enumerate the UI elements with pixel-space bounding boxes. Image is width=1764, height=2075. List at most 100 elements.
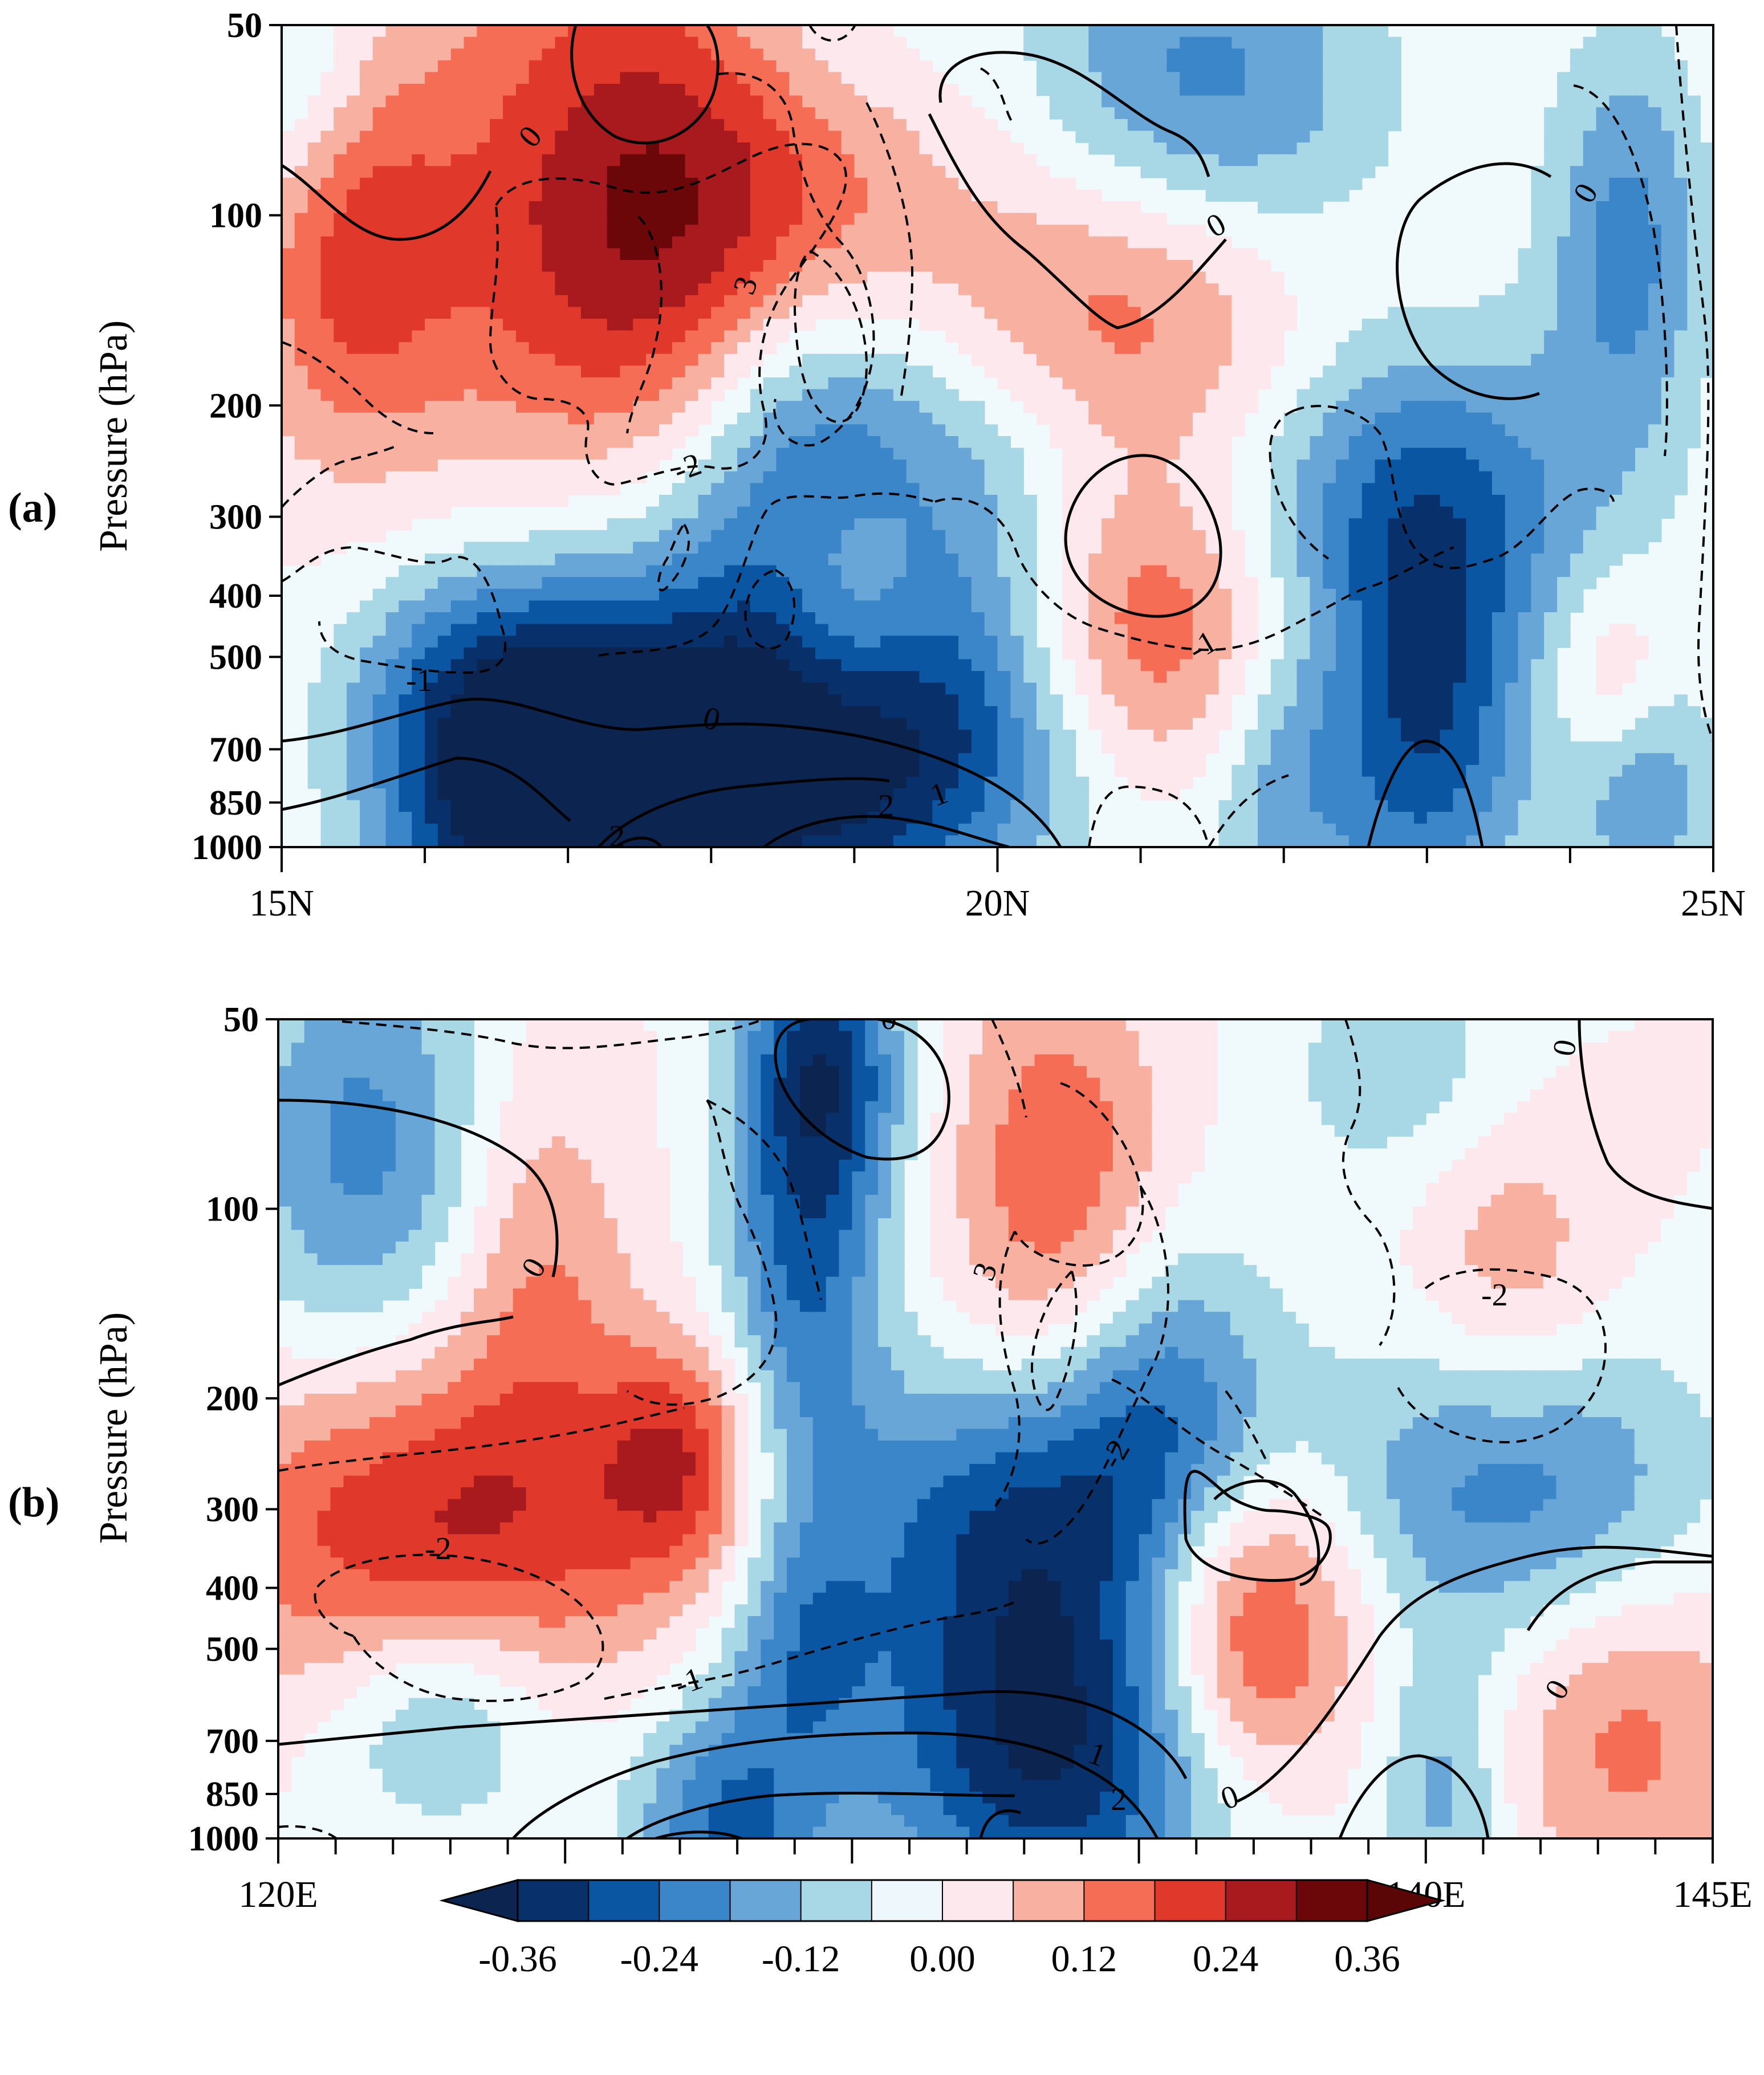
panel-a-heat-cell [828, 530, 842, 543]
panel-a-heat-cell [1596, 436, 1610, 449]
panel-a-heat-cell [282, 424, 295, 437]
panel-a-heat-cell [1166, 577, 1180, 589]
panel-a-heat-cell [763, 154, 777, 166]
panel-a-heat-cell [1140, 401, 1155, 413]
panel-a-heat-cell [659, 436, 673, 449]
panel-a-heat-cell [984, 518, 998, 531]
panel-a-heat-cell [1635, 459, 1649, 472]
panel-a-heat-cell [568, 225, 582, 237]
panel-a-heat-cell [1505, 588, 1519, 601]
panel-a-heat-cell [1192, 365, 1206, 378]
panel-a-heat-cell [1140, 225, 1155, 237]
panel-a-heat-cell [1348, 647, 1363, 660]
panel-a-heat-cell [1700, 342, 1713, 355]
panel-a-heat-cell [802, 554, 816, 566]
panel-a-heat-cell [1231, 131, 1245, 143]
panel-a-heat-cell [1023, 36, 1037, 49]
panel-a-heat-cell [685, 72, 699, 84]
panel-a-heat-cell [1245, 283, 1258, 296]
panel-a-heat-cell [711, 154, 725, 166]
panel-a-heat-cell [581, 624, 595, 636]
panel-a-heat-cell [1348, 447, 1363, 460]
panel-a-heat-cell [1010, 530, 1024, 543]
panel-a-heat-cell [581, 25, 595, 38]
panel-a-heat-cell [1518, 577, 1532, 589]
panel-a-heat-cell [1661, 201, 1675, 214]
panel-a-heat-cell [919, 612, 933, 625]
panel-a-heat-cell [828, 143, 842, 155]
panel-a-heat-cell [542, 119, 556, 132]
panel-a-heat-cell [542, 659, 556, 672]
panel-a-heat-cell [932, 436, 946, 449]
panel-a-heat-cell [659, 143, 673, 155]
panel-a-heat-cell [1049, 25, 1063, 38]
panel-a-heat-cell [1466, 365, 1480, 378]
panel-a-heat-cell [1661, 119, 1675, 132]
panel-a-heat-cell [1049, 225, 1063, 237]
panel-a-heat-cell [802, 412, 816, 425]
panel-a-heat-cell [1531, 177, 1544, 190]
panel-a-heat-cell [1010, 459, 1024, 472]
panel-a-heat-cell [1231, 60, 1245, 73]
panel-a-heat-cell [490, 424, 503, 437]
panel-a-heat-cell [893, 542, 907, 554]
panel-a-heat-cell [490, 495, 503, 507]
panel-a-heat-cell [1127, 225, 1141, 237]
panel-a-heat-cell [1310, 72, 1323, 84]
panel-a-heat-cell [385, 119, 400, 132]
panel-a-heat-cell [1609, 424, 1623, 437]
panel-a-heat-cell [698, 189, 712, 202]
panel-a-heat-cell [1310, 412, 1323, 425]
panel-a-heat-cell [620, 166, 634, 178]
panel-a-heat-cell [568, 377, 582, 390]
panel-a-heat-cell [437, 236, 452, 249]
panel-a-heat-cell [1570, 436, 1584, 449]
panel-a-heat-cell [633, 459, 647, 472]
panel-a-heat-cell [1192, 177, 1206, 190]
panel-a-heat-cell [307, 424, 322, 437]
panel-a-heat-cell [1102, 424, 1115, 437]
panel-a-heat-cell [672, 319, 686, 331]
panel-a-heat-cell [854, 225, 868, 237]
panel-a-heat-cell [932, 189, 946, 202]
panel-a-heat-cell [945, 506, 959, 519]
panel-a-heat-cell [763, 25, 777, 38]
panel-a-heat-cell [1153, 542, 1167, 554]
panel-a-heat-cell [815, 48, 829, 61]
panel-a-heat-cell [919, 600, 933, 613]
panel-a-heat-cell [1491, 342, 1506, 355]
panel-a-heat-cell [294, 201, 308, 214]
panel-a-heat-cell [1218, 530, 1233, 543]
panel-a-heat-cell [594, 131, 608, 143]
panel-a-heat-cell [971, 483, 985, 495]
panel-a-heat-cell [1622, 377, 1636, 390]
panel-a-heat-cell [737, 518, 751, 531]
panel-a-heat-cell [477, 389, 490, 401]
panel-a-heat-cell [1596, 107, 1610, 120]
panel-a-heat-cell [385, 319, 400, 331]
panel-a-heat-cell [1336, 154, 1350, 166]
panel-a-heat-cell [320, 260, 335, 272]
panel-a-heat-cell [1414, 389, 1428, 401]
panel-a-heat-cell [828, 412, 842, 425]
panel-a-heat-cell [854, 506, 868, 519]
panel-a-heat-cell [1466, 459, 1480, 472]
panel-a-heat-cell [945, 495, 959, 507]
panel-a-heat-cell [763, 389, 777, 401]
panel-a-heat-cell [1491, 542, 1506, 554]
panel-a-heat-cell [815, 506, 829, 519]
panel-a-heat-cell [854, 424, 868, 437]
panel-a-heat-cell [1453, 495, 1467, 507]
panel-a-heat-cell [1310, 530, 1323, 543]
panel-a-heat-cell [828, 107, 842, 120]
panel-a-heat-cell [1583, 495, 1597, 507]
panel-a-heat-cell [568, 342, 582, 355]
panel-a-heat-cell [385, 189, 400, 202]
panel-a-heat-cell [1075, 84, 1090, 96]
panel-a-heat-cell [1037, 412, 1050, 425]
panel-a-heat-cell [1401, 542, 1415, 554]
panel-a-heat-cell [1557, 248, 1571, 261]
panel-a-heat-cell [1570, 554, 1584, 566]
panel-a-heat-cell [1361, 412, 1376, 425]
panel-a-heat-cell [1674, 201, 1688, 214]
